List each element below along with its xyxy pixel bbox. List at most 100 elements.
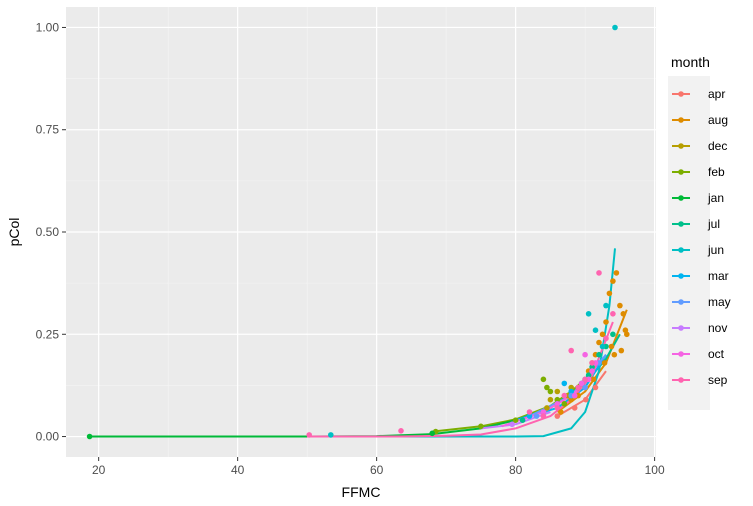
legend-label-sep: sep — [708, 373, 728, 387]
point-apr — [592, 384, 599, 391]
point-sep — [568, 347, 574, 354]
point-aug — [611, 351, 618, 358]
point-aug — [606, 290, 613, 297]
legend-key-point-mar — [678, 273, 684, 279]
point-sep — [306, 432, 313, 438]
legend-label-nov: nov — [708, 321, 727, 335]
point-aug — [610, 278, 616, 284]
point-sep — [575, 384, 581, 391]
curve-jun — [307, 248, 616, 438]
legend-label-jan: jan — [707, 191, 724, 205]
legend-label-apr: apr — [708, 87, 725, 101]
legend-key-point-feb — [678, 169, 684, 175]
x-tick-label: 100 — [645, 463, 665, 477]
point-jul — [610, 331, 616, 338]
point-jun — [612, 24, 618, 31]
y-tick-label: 1.00 — [36, 20, 60, 34]
point-sep — [610, 311, 616, 317]
legend-label-oct: oct — [708, 347, 725, 361]
legend-label-jul: jul — [707, 217, 720, 231]
y-axis: 0.00 0.25 0.50 0.75 1.00 — [36, 20, 66, 444]
x-tick-label: 60 — [370, 463, 384, 477]
point-dec — [568, 384, 574, 391]
point-jun — [592, 327, 599, 334]
point-dec — [544, 405, 550, 411]
point-oct — [582, 351, 588, 358]
point-jan — [429, 430, 436, 437]
point-feb — [547, 388, 554, 395]
curve-feb — [432, 378, 586, 433]
point-feb — [540, 376, 547, 383]
point-sep — [596, 270, 602, 276]
point-apr — [583, 396, 589, 403]
point-jun — [603, 302, 609, 309]
x-tick-label: 40 — [231, 463, 245, 477]
point-jul — [589, 364, 595, 370]
legend-label-dec: dec — [708, 139, 727, 153]
point-dec — [554, 388, 561, 395]
curve-sep — [307, 321, 614, 438]
point-aug — [608, 343, 615, 350]
point-feb — [544, 384, 550, 391]
point-mar — [561, 380, 568, 387]
point-jun — [585, 311, 592, 317]
legend-key-point-dec — [678, 143, 684, 149]
legend-key-point-apr — [678, 91, 684, 97]
point-aug — [620, 311, 627, 317]
point-feb — [512, 417, 519, 424]
point-may — [582, 384, 588, 391]
point-feb — [561, 401, 568, 407]
point-sep — [540, 413, 547, 419]
legend-key-point-sep — [678, 377, 684, 383]
y-tick-label: 0.50 — [36, 225, 60, 239]
legend-key-point-may — [678, 299, 684, 305]
point-sep — [582, 376, 588, 383]
point-oct — [540, 409, 547, 415]
legend-title: month — [671, 54, 710, 70]
point-aug — [601, 360, 608, 366]
point-jun — [328, 432, 334, 438]
fit-curves — [89, 248, 628, 438]
y-tick-label: 0.00 — [36, 430, 60, 444]
point-apr — [554, 413, 561, 419]
point-mar — [526, 413, 533, 419]
point-dec — [547, 396, 554, 403]
point-oct — [554, 401, 561, 407]
y-tick-label: 0.75 — [36, 123, 60, 137]
x-axis: 20 40 60 80 100 — [92, 457, 665, 477]
legend-label-aug: aug — [708, 113, 728, 127]
point-aug — [603, 319, 609, 325]
point-sep — [589, 360, 595, 366]
point-aug — [618, 347, 625, 354]
y-axis-title: pCol — [6, 218, 22, 247]
point-feb — [554, 396, 561, 403]
legend: month apr aug dec feb jan jul jun mar may nov oct s… — [668, 54, 731, 410]
legend-key-point-jan — [678, 195, 684, 201]
point-aug — [599, 331, 606, 338]
legend-label-may: may — [708, 295, 731, 309]
data-points — [86, 24, 630, 440]
point-jan — [86, 433, 93, 440]
point-feb — [478, 423, 484, 430]
point-aug — [558, 409, 564, 415]
point-aug — [590, 376, 597, 383]
point-jul — [596, 351, 602, 358]
legend-key-point-jul — [678, 221, 684, 227]
point-aug — [617, 302, 623, 309]
point-sep — [526, 409, 533, 415]
point-jun — [599, 343, 606, 350]
point-aug — [624, 331, 630, 338]
point-aug — [596, 339, 602, 346]
point-jul — [519, 417, 526, 424]
legend-key-point-jun — [678, 247, 684, 253]
x-tick-label: 20 — [92, 463, 106, 477]
point-sep — [603, 335, 609, 342]
point-oct — [578, 380, 585, 387]
legend-label-jun: jun — [707, 243, 724, 257]
point-oct — [589, 368, 595, 374]
point-jul — [585, 372, 592, 379]
legend-key-point-oct — [678, 351, 684, 357]
legend-key-point-aug — [678, 117, 684, 123]
point-aug — [613, 270, 620, 276]
legend-key-point-nov — [678, 325, 684, 331]
